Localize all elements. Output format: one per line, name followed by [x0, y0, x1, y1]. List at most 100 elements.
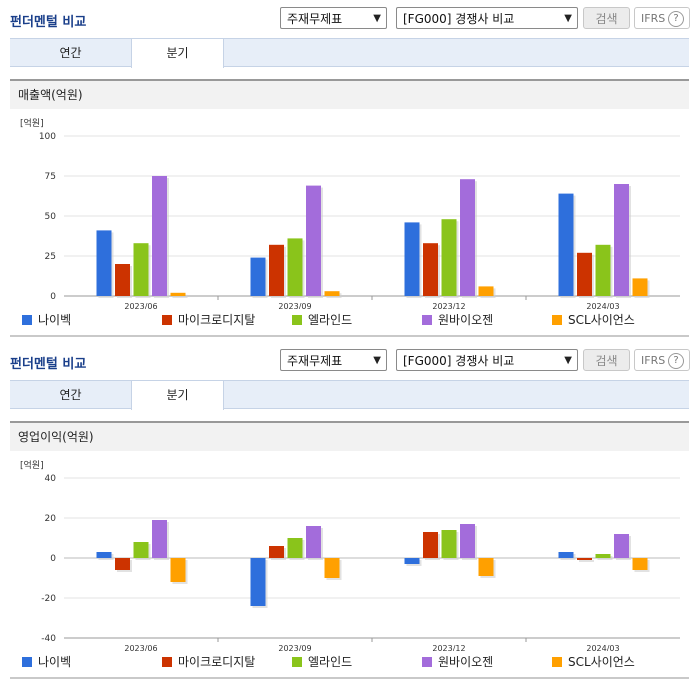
- legend-label: 나이벡: [38, 313, 72, 327]
- tab-quarterly[interactable]: 분기: [131, 381, 224, 410]
- chart-legend: 나이벡 마이크로디지탈 엘라인드 원바이오젠 SCL사이언스: [22, 654, 682, 670]
- bar-3-2023-06: [133, 243, 149, 296]
- bar-5-2023-06: [170, 558, 186, 582]
- chart-legend: 나이벡 마이크로디지탈 엘라인드 원바이오젠 SCL사이언스: [22, 312, 682, 328]
- y-tick-label: 75: [45, 172, 56, 182]
- x-tick-label: 2023/09: [278, 644, 311, 651]
- x-tick-label: 2023/06: [124, 644, 157, 651]
- chevron-down-icon: ▼: [564, 355, 572, 366]
- ifrs-label: IFRS: [641, 12, 666, 25]
- x-tick-label: 2023/12: [432, 302, 465, 309]
- tab-quarterly[interactable]: 분기: [131, 39, 224, 68]
- panel-header: 펀더멘털 비교 주재무제표 ▼ [FG000] 경쟁사 비교 ▼ 검색 IFRS…: [10, 342, 690, 376]
- help-icon: ?: [668, 353, 684, 369]
- legend-swatch: [22, 657, 32, 667]
- bar-2-2024-03: [577, 252, 592, 296]
- legend-swatch: [162, 657, 172, 667]
- x-tick-label: 2023/12: [432, 644, 465, 651]
- legend-swatch: [292, 315, 302, 325]
- bar-3-2023-06: [133, 542, 149, 558]
- tab-annual[interactable]: 연간: [59, 46, 82, 60]
- bar-1-2024-03: [558, 193, 574, 296]
- peer-group-select[interactable]: [FG000] 경쟁사 비교 ▼: [396, 7, 578, 29]
- legend-swatch: [22, 315, 32, 325]
- metric-title: 영업이익(억원): [10, 421, 689, 451]
- x-tick-label: 2024/03: [586, 644, 619, 651]
- bar-4-2023-06: [152, 520, 167, 558]
- chevron-down-icon: ▼: [373, 13, 381, 24]
- legend-swatch: [552, 315, 562, 325]
- bar-3-2024-03: [595, 554, 611, 558]
- bar-5-2023-12: [478, 558, 494, 576]
- ifrs-button[interactable]: IFRS ?: [634, 7, 690, 29]
- y-tick-label: -40: [41, 634, 56, 644]
- legend-label: 엘라인드: [308, 313, 353, 327]
- bar-4-2023-09: [306, 185, 321, 296]
- panel-title: 펀더멘털 비교: [10, 15, 87, 30]
- bar-shadow: [579, 560, 594, 562]
- bar-4-2024-03: [614, 534, 629, 558]
- revenue-chart: [억원] 0 25 50 75 100 2023/06 2023/09 2023/12 2024/…: [20, 117, 680, 309]
- bar-3-2023-09: [287, 538, 303, 558]
- bar-3-2023-12: [441, 219, 457, 296]
- chevron-down-icon: ▼: [373, 355, 381, 366]
- chevron-down-icon: ▼: [564, 13, 572, 24]
- bar-1-2024-03: [558, 552, 574, 558]
- legend-label: 마이크로디지탈: [178, 313, 256, 327]
- bar-2-2023-09: [269, 244, 284, 296]
- legend-label: 원바이오젠: [438, 313, 494, 327]
- peer-group-select-value: [FG000] 경쟁사 비교: [403, 354, 515, 368]
- legend-label: 원바이오젠: [438, 655, 494, 669]
- bar-1-2023-09: [250, 558, 266, 606]
- bar-5-2023-09: [324, 558, 340, 578]
- ifrs-button[interactable]: IFRS ?: [634, 349, 690, 371]
- statement-select[interactable]: 주재무제표 ▼: [280, 7, 387, 29]
- panel-title: 펀더멘털 비교: [10, 357, 87, 372]
- y-tick-label: -20: [41, 594, 56, 604]
- bar-2-2023-09: [269, 546, 284, 558]
- bar-4-2023-06: [152, 176, 167, 296]
- period-tabs: 연간 분기: [10, 38, 689, 68]
- bar-1-2023-12: [404, 558, 420, 564]
- legend-swatch: [292, 657, 302, 667]
- panel-divider: [10, 677, 689, 679]
- fundamental-panel-operating-profit: 펀더멘털 비교 주재무제표 ▼ [FG000] 경쟁사 비교 ▼ 검색 IFRS…: [0, 342, 696, 684]
- panel-header: 펀더멘털 비교 주재무제표 ▼ [FG000] 경쟁사 비교 ▼ 검색 IFRS…: [10, 0, 690, 34]
- search-button[interactable]: 검색: [583, 349, 630, 371]
- period-tabs: 연간 분기: [10, 380, 689, 410]
- bar-4-2024-03: [614, 184, 629, 296]
- bar-2-2023-06: [115, 558, 130, 570]
- bar-2-2023-12: [423, 532, 438, 558]
- statement-select[interactable]: 주재무제표 ▼: [280, 349, 387, 371]
- bar-1-2023-06: [96, 552, 112, 558]
- bar-2-2023-12: [423, 243, 438, 296]
- bar-4-2023-09: [306, 526, 321, 558]
- bar-5-2023-06: [170, 292, 186, 296]
- y-tick-label: 20: [45, 514, 57, 524]
- bar-2-2024-03: [577, 558, 592, 560]
- peer-group-select[interactable]: [FG000] 경쟁사 비교 ▼: [396, 349, 578, 371]
- help-icon: ?: [668, 11, 684, 27]
- fundamental-panel-revenue: 펀더멘털 비교 주재무제표 ▼ [FG000] 경쟁사 비교 ▼ 검색 IFRS…: [10, 0, 690, 337]
- tab-annual[interactable]: 연간: [59, 388, 82, 402]
- legend-label: 나이벡: [38, 655, 72, 669]
- bar-5-2023-12: [478, 286, 494, 296]
- legend-label: 마이크로디지탈: [178, 655, 256, 669]
- bar-3-2023-12: [441, 530, 457, 558]
- ifrs-label: IFRS: [641, 354, 666, 367]
- peer-group-select-value: [FG000] 경쟁사 비교: [403, 12, 515, 26]
- statement-select-value: 주재무제표: [287, 354, 343, 368]
- y-tick-label: 0: [50, 292, 56, 302]
- legend-swatch: [552, 657, 562, 667]
- bar-4-2023-12: [460, 179, 475, 296]
- y-tick-label: 50: [45, 212, 57, 222]
- x-tick-label: 2023/06: [124, 302, 157, 309]
- y-unit-label: [억원]: [20, 459, 44, 471]
- bar-3-2023-09: [287, 238, 303, 296]
- search-button[interactable]: 검색: [583, 7, 630, 29]
- y-tick-label: 40: [45, 474, 57, 484]
- bar-shadow: [172, 294, 188, 298]
- bar-5-2024-03: [632, 278, 648, 296]
- y-tick-label: 100: [39, 132, 56, 142]
- bar-5-2024-03: [632, 558, 648, 570]
